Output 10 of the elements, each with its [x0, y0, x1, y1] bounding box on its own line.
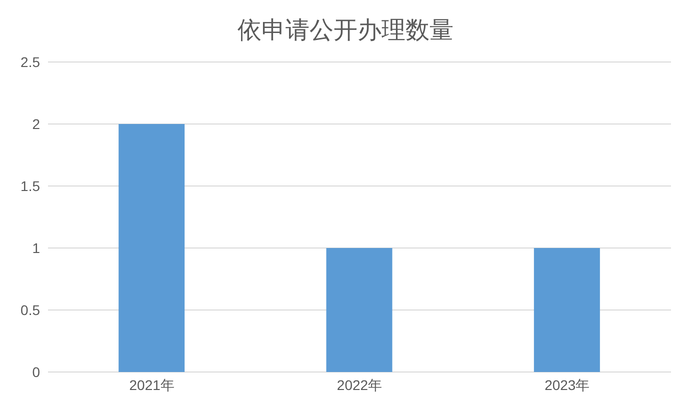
chart-title: 依申请公开办理数量 — [236, 15, 454, 46]
y-tick-label: 1 — [32, 240, 40, 256]
y-tick-label: 0 — [32, 364, 40, 380]
x-tick-label: 2021年 — [129, 376, 174, 393]
y-tick-label: 2.5 — [20, 54, 40, 70]
y-tick-label: 0.5 — [20, 302, 40, 318]
y-tick-label: 2 — [32, 116, 40, 132]
x-tick-label: 2023年 — [544, 376, 590, 393]
y-tick-label: 1.5 — [20, 178, 40, 194]
x-tick-label: 2022年 — [336, 376, 382, 393]
